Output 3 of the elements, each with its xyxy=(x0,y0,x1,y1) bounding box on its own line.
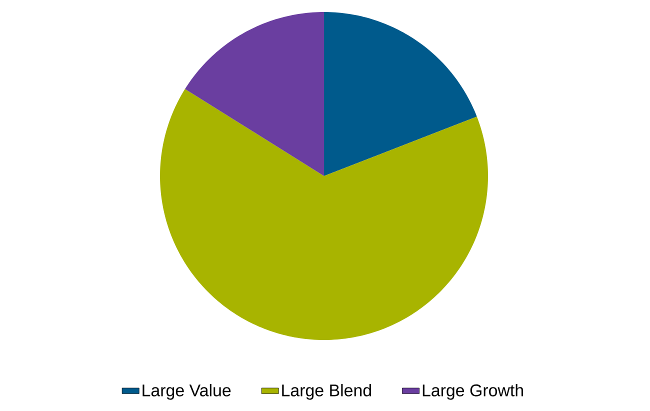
legend-label: Large Value xyxy=(142,384,231,400)
legend-label: Large Blend xyxy=(282,384,371,400)
legend-label: Large Growth xyxy=(422,384,523,400)
